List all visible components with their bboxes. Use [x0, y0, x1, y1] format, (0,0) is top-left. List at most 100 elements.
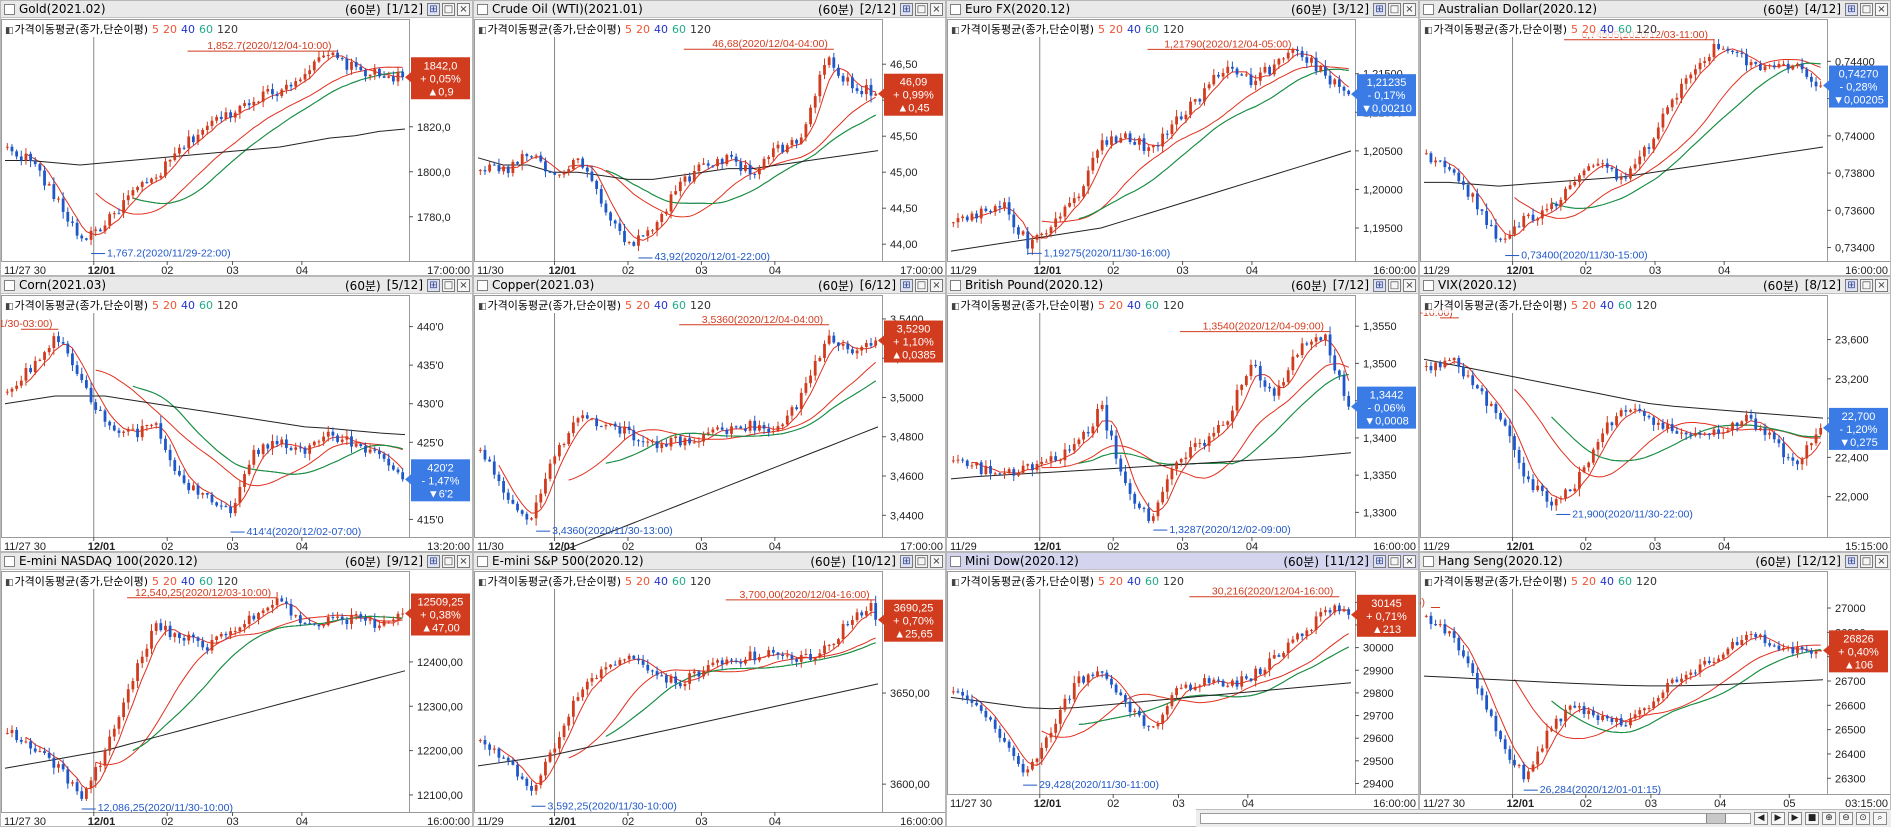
maximize-icon[interactable]: □ [1860, 2, 1873, 16]
chart-svg[interactable]: 1,195001,200001,205001,210001,2150011/29… [947, 19, 1419, 276]
scroll-thumb[interactable] [1706, 814, 1726, 823]
settings-icon[interactable]: ⊞ [427, 554, 440, 568]
panel-header[interactable]: Hang Seng(2020.12) (60분) [12/12] ⊞ □ × [1420, 553, 1890, 570]
panel-select-checkbox[interactable] [4, 279, 15, 291]
close-icon[interactable]: × [457, 554, 470, 568]
settings-icon[interactable]: ⊞ [1373, 2, 1386, 16]
chart-body[interactable]: 3,44003,46003,48003,50003,52003,540011/3… [474, 295, 946, 552]
maximize-icon[interactable]: □ [1860, 554, 1873, 568]
panel-select-checkbox[interactable] [950, 3, 961, 15]
chart-body[interactable]: 1,33001,33501,34001,34501,35001,355011/2… [947, 295, 1419, 552]
maximize-icon[interactable]: □ [442, 554, 455, 568]
panel-interval[interactable]: (60분) [345, 554, 381, 569]
settings-icon[interactable]: ⊞ [1845, 278, 1858, 292]
close-icon[interactable]: × [1875, 554, 1888, 568]
panel-select-checkbox[interactable] [1423, 3, 1434, 15]
close-icon[interactable]: × [1403, 2, 1416, 16]
panel-header[interactable]: Gold(2021.02) (60분) [1/12] ⊞ □ × [1, 1, 472, 18]
maximize-icon[interactable]: □ [442, 2, 455, 16]
panel-interval[interactable]: (60분) [1763, 278, 1799, 293]
panel-select-checkbox[interactable] [1423, 555, 1434, 567]
panel-interval[interactable]: (60분) [1763, 2, 1799, 17]
chart-scrollbar-toolbar[interactable]: ◀ ▶ ▶ ■ ⊕ ⊖ ⊙ ⌕ [1196, 809, 1891, 827]
chart-svg[interactable]: 1,33001,33501,34001,34501,35001,355011/2… [947, 295, 1419, 552]
settings-icon[interactable]: ⊞ [900, 278, 913, 292]
chart-body[interactable]: 22,00022,40022,80023,20023,60011/2912/01… [1420, 295, 1891, 552]
scroll-left-icon[interactable]: ◀ [1754, 812, 1768, 825]
panel-header[interactable]: E-mini NASDAQ 100(2020.12) (60분) [9/12] ⊞ □ × [1, 553, 472, 570]
search-icon[interactable]: ⌕ [1873, 812, 1887, 825]
settings-icon[interactable]: ⊞ [427, 2, 440, 16]
panel-interval[interactable]: (60분) [818, 278, 854, 293]
stop-icon[interactable]: ■ [1805, 812, 1819, 825]
close-icon[interactable]: × [930, 2, 943, 16]
zoom-reset-icon[interactable]: ⊙ [1856, 812, 1870, 825]
chart-body[interactable]: 3600,00 3650,00 11/29 12/01 02 03 04 16:00:00 3,… [474, 571, 946, 827]
chart-svg[interactable]: 2630026400265002660026700268002690027000… [1420, 571, 1891, 810]
panel-select-checkbox[interactable] [950, 279, 961, 291]
panel-interval[interactable]: (60분) [818, 2, 854, 17]
zoom-out-icon[interactable]: ⊖ [1839, 812, 1853, 825]
panel-interval[interactable]: (60분) [345, 2, 381, 17]
close-icon[interactable]: × [457, 278, 470, 292]
play-icon[interactable]: ▶ [1788, 812, 1802, 825]
panel-header[interactable]: Mini Dow(2020.12) (60분) [11/12] ⊞ □ × [947, 553, 1418, 570]
chart-body[interactable]: 1,195001,200001,205001,210001,2150011/29… [947, 19, 1419, 276]
close-icon[interactable]: × [930, 554, 943, 568]
scroll-track[interactable] [1200, 813, 1751, 824]
chart-svg[interactable]: 22,00022,40022,80023,20023,60011/2912/01… [1420, 295, 1891, 552]
panel-header[interactable]: Crude Oil (WTI)(2021.01) (60분) [2/12] ⊞ □ × [474, 1, 945, 18]
panel-header[interactable]: VIX(2020.12) (60분) [8/12] ⊞ □ × [1420, 277, 1890, 294]
panel-header[interactable]: Australian Dollar(2020.12) (60분) [4/12] ⊞ □ × [1420, 1, 1890, 18]
close-icon[interactable]: × [457, 2, 470, 16]
chart-svg[interactable]: 0,734000,736000,738000,740000,742000,744… [1420, 19, 1891, 276]
panel-interval[interactable]: (60분) [1283, 554, 1320, 569]
chart-svg[interactable]: 2940029500296002970029800299003000030100… [947, 571, 1419, 810]
chart-body[interactable]: 0,734000,736000,738000,740000,742000,744… [1420, 19, 1891, 276]
chart-body[interactable]: 1780,0 1800,0 1820,0 11/27 30 12/01 02 03 04 17:… [1, 19, 472, 275]
settings-icon[interactable]: ⊞ [1373, 554, 1386, 568]
close-icon[interactable]: × [1875, 2, 1888, 16]
maximize-icon[interactable]: □ [915, 278, 928, 292]
settings-icon[interactable]: ⊞ [1373, 278, 1386, 292]
maximize-icon[interactable]: □ [915, 554, 928, 568]
close-icon[interactable]: × [1403, 554, 1416, 568]
panel-header[interactable]: Corn(2021.03) (60분) [5/12] ⊞ □ × [1, 277, 472, 294]
panel-header[interactable]: British Pound(2020.12) (60분) [7/12] ⊞ □ × [947, 277, 1418, 294]
panel-select-checkbox[interactable] [4, 555, 15, 567]
panel-interval[interactable]: (60분) [1291, 2, 1327, 17]
chart-body[interactable]: 2630026400265002660026700268002690027000… [1420, 571, 1890, 810]
chart-body[interactable]: 12100,00 12200,00 12300,00 12400,00 11/27 30… [1, 571, 473, 827]
panel-header[interactable]: E-mini S&P 500(2020.12) (60분) [10/12] ⊞ □ × [474, 553, 945, 570]
close-icon[interactable]: × [1875, 278, 1888, 292]
panel-select-checkbox[interactable] [477, 279, 488, 291]
panel-interval[interactable]: (60분) [1755, 554, 1792, 569]
panel-interval[interactable]: (60분) [345, 278, 381, 293]
panel-select-checkbox[interactable] [1423, 279, 1434, 291]
chart-svg[interactable]: 3,44003,46003,48003,50003,52003,540011/3… [474, 295, 946, 552]
close-icon[interactable]: × [1403, 278, 1416, 292]
panel-select-checkbox[interactable] [477, 3, 488, 15]
maximize-icon[interactable]: □ [1388, 278, 1401, 292]
scroll-right-icon[interactable]: ▶ [1771, 812, 1785, 825]
settings-icon[interactable]: ⊞ [1845, 2, 1858, 16]
panel-select-checkbox[interactable] [4, 3, 15, 15]
chart-body[interactable]: 2940029500296002970029800299003000030100… [947, 571, 1418, 810]
panel-interval[interactable]: (60분) [1291, 278, 1327, 293]
panel-header[interactable]: Copper(2021.03) (60분) [6/12] ⊞ □ × [474, 277, 945, 294]
settings-icon[interactable]: ⊞ [900, 2, 913, 16]
panel-interval[interactable]: (60분) [810, 554, 847, 569]
settings-icon[interactable]: ⊞ [1845, 554, 1858, 568]
zoom-in-icon[interactable]: ⊕ [1822, 812, 1836, 825]
chart-svg[interactable]: 44,0044,5045,0045,5046,0046,5011/3012/01… [474, 19, 946, 276]
maximize-icon[interactable]: □ [1860, 278, 1873, 292]
panel-select-checkbox[interactable] [950, 555, 961, 567]
settings-icon[interactable]: ⊞ [427, 278, 440, 292]
maximize-icon[interactable]: □ [1388, 2, 1401, 16]
maximize-icon[interactable]: □ [442, 278, 455, 292]
maximize-icon[interactable]: □ [1388, 554, 1401, 568]
close-icon[interactable]: × [930, 278, 943, 292]
